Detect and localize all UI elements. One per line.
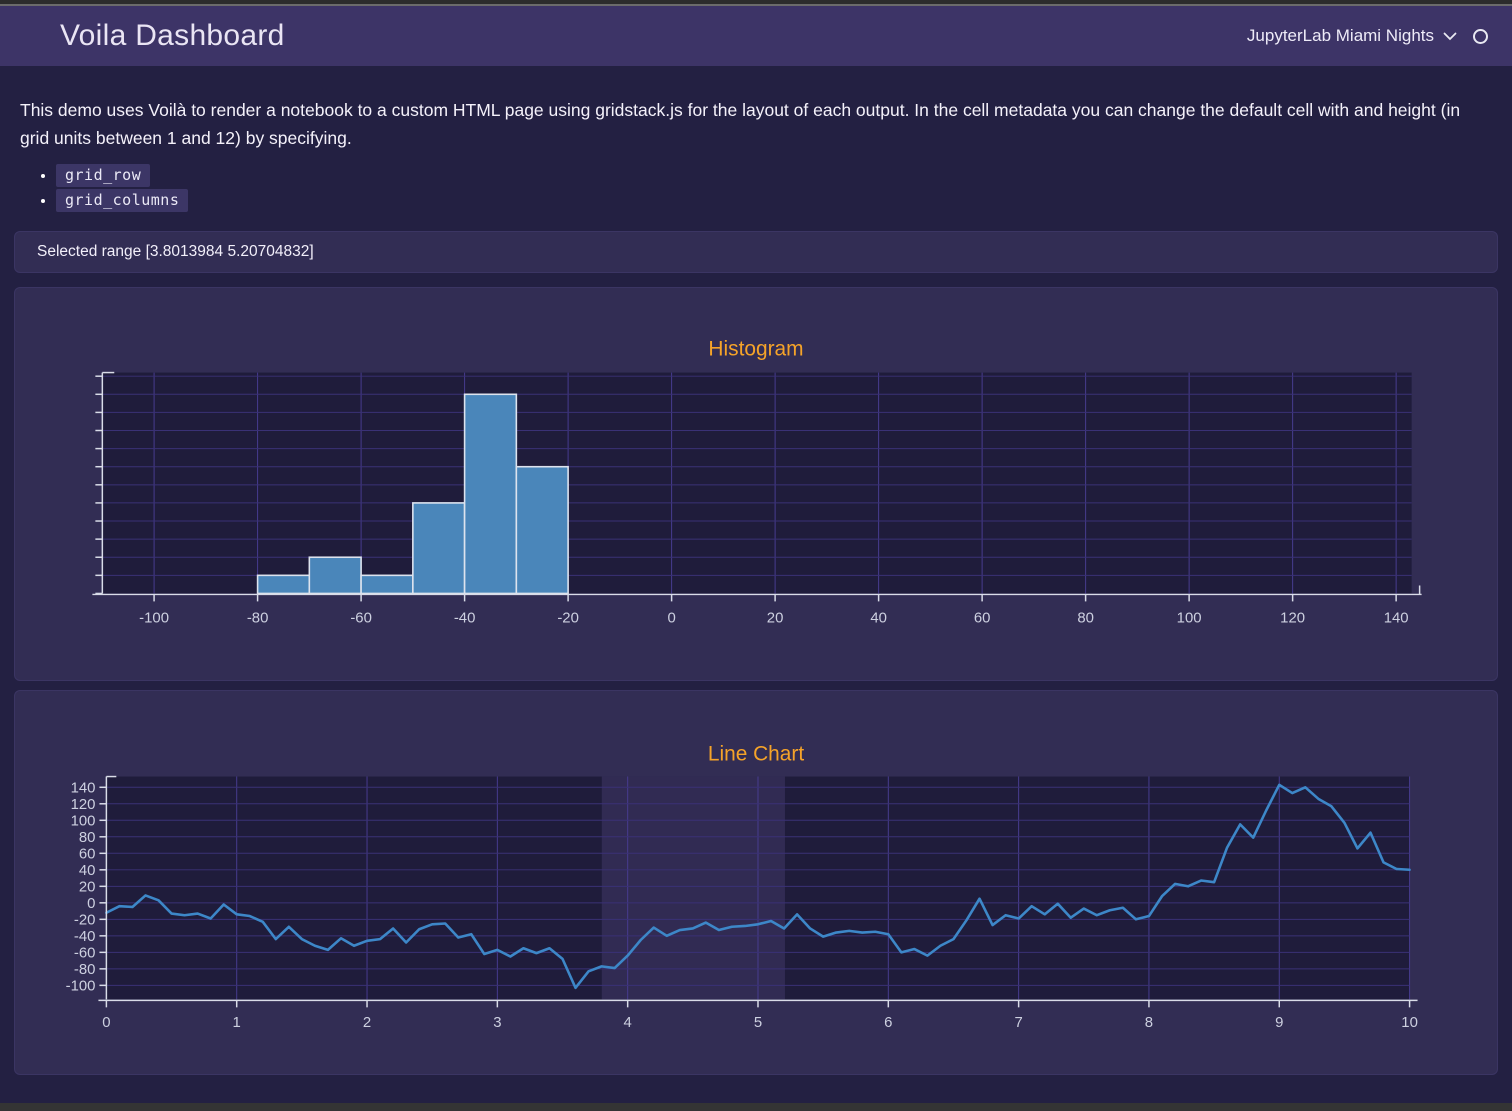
line-chart-y-tick-label: -20 (74, 911, 96, 928)
line-chart-panel: Line Chart 0 1 2 3 4 5 6 7 8 9 10 14012010080604020… (14, 690, 1498, 1075)
grid-row-code: grid_row (56, 164, 150, 187)
histogram-title: Histogram (708, 338, 803, 361)
chevron-down-icon (1443, 32, 1457, 41)
line-chart-y-tick-label: 20 (79, 878, 96, 895)
histogram-panel: Histogram -100 -80 -60 -40 -20 0 20 40 60 80 100 12… (14, 287, 1498, 681)
header-right-controls: JupyterLab Miami Nights (1247, 26, 1488, 46)
line-chart-y-tick-label: 80 (79, 829, 96, 846)
line-chart-x-tick-label: 0 (102, 1014, 110, 1031)
histogram-bar[interactable] (413, 503, 465, 594)
histogram-x-tick-label: 100 (1177, 609, 1202, 626)
histogram-bar[interactable] (465, 394, 517, 593)
histogram-x-tick-label: 60 (974, 609, 991, 626)
theme-selector-label: JupyterLab Miami Nights (1247, 26, 1434, 46)
line-chart-x-tick-label: 7 (1014, 1014, 1022, 1031)
line-chart-x-tick-label: 5 (754, 1014, 762, 1031)
window-bottom-edge (0, 1103, 1512, 1111)
histogram-x-tick-label: 80 (1077, 609, 1094, 626)
page-title: Voila Dashboard (60, 19, 285, 53)
kernel-status-icon[interactable] (1473, 29, 1488, 44)
line-chart-y-tick-label: -60 (74, 944, 96, 961)
histogram-x-tick-label: 0 (667, 609, 675, 626)
histogram-x-tick-label: 40 (870, 609, 887, 626)
app-header: Voila Dashboard JupyterLab Miami Nights (0, 6, 1512, 66)
theme-selector[interactable]: JupyterLab Miami Nights (1247, 26, 1457, 46)
histogram-x-tick-label: 140 (1384, 609, 1409, 626)
line-chart-y-tick-label: 0 (87, 895, 95, 912)
line-chart-y-tick-label: 120 (71, 796, 96, 813)
histogram-plot-area[interactable]: -100 -80 -60 -40 -20 0 20 40 60 80 100 120 140 (92, 373, 1421, 627)
line-chart-y-tick-label: 100 (71, 812, 96, 829)
selected-range-panel: Selected range [3.8013984 5.20704832] (14, 231, 1498, 273)
line-chart-y-tick-label: -80 (74, 961, 96, 978)
line-chart-x-tick-label: 3 (493, 1014, 501, 1031)
intro-paragraph: This demo uses Voilà to render a noteboo… (20, 96, 1472, 152)
grid-columns-code: grid_columns (56, 189, 188, 212)
line-chart-plot-area[interactable]: 012345678910140120100806040200-20-40-60-… (66, 777, 1418, 1032)
selected-range-text: Selected range [3.8013984 5.20704832] (37, 243, 314, 261)
line-chart-x-tick-label: 1 (233, 1014, 241, 1031)
line-chart-x-tick-label: 2 (363, 1014, 371, 1031)
list-item: grid_columns (56, 191, 1498, 209)
list-item: grid_row (56, 166, 1498, 184)
line-chart-x-tick-label: 4 (624, 1014, 632, 1031)
line-chart-y-tick-label: 140 (71, 779, 96, 796)
histogram-bar[interactable] (258, 575, 310, 593)
histogram-plot-background (102, 373, 1411, 594)
histogram-x-tick-label: -20 (557, 609, 579, 626)
line-chart-y-tick-label: 40 (79, 862, 96, 879)
dashboard-body: This demo uses Voilà to render a noteboo… (0, 96, 1512, 1075)
line-chart-x-tick-label: 9 (1275, 1014, 1283, 1031)
histogram-x-tick-label: 120 (1280, 609, 1305, 626)
histogram-x-tick-label: -60 (350, 609, 372, 626)
metadata-options-list: grid_row grid_columns (14, 166, 1498, 209)
histogram-bar[interactable] (361, 575, 413, 593)
line-chart-y-tick-label: 60 (79, 845, 96, 862)
histogram-x-tick-label: -80 (247, 609, 269, 626)
line-chart-title: Line Chart (708, 743, 805, 766)
histogram-bar[interactable] (516, 467, 568, 594)
histogram-chart[interactable]: Histogram -100 -80 -60 -40 -20 0 20 40 60 80 100 12… (15, 288, 1497, 680)
line-chart-x-tick-label: 8 (1145, 1014, 1153, 1031)
line-chart[interactable]: Line Chart 0 1 2 3 4 5 6 7 8 9 10 14012010080604020… (15, 691, 1497, 1074)
line-chart-y-tick-label: -40 (74, 928, 96, 945)
line-chart-x-tick-label: 10 (1401, 1014, 1418, 1031)
line-chart-y-tick-label: -100 (66, 977, 96, 994)
histogram-x-tick-label: -100 (139, 609, 169, 626)
histogram-x-tick-label: -40 (454, 609, 476, 626)
histogram-x-tick-label: 20 (767, 609, 784, 626)
line-chart-x-tick-label: 6 (884, 1014, 892, 1031)
histogram-bar[interactable] (309, 557, 361, 593)
